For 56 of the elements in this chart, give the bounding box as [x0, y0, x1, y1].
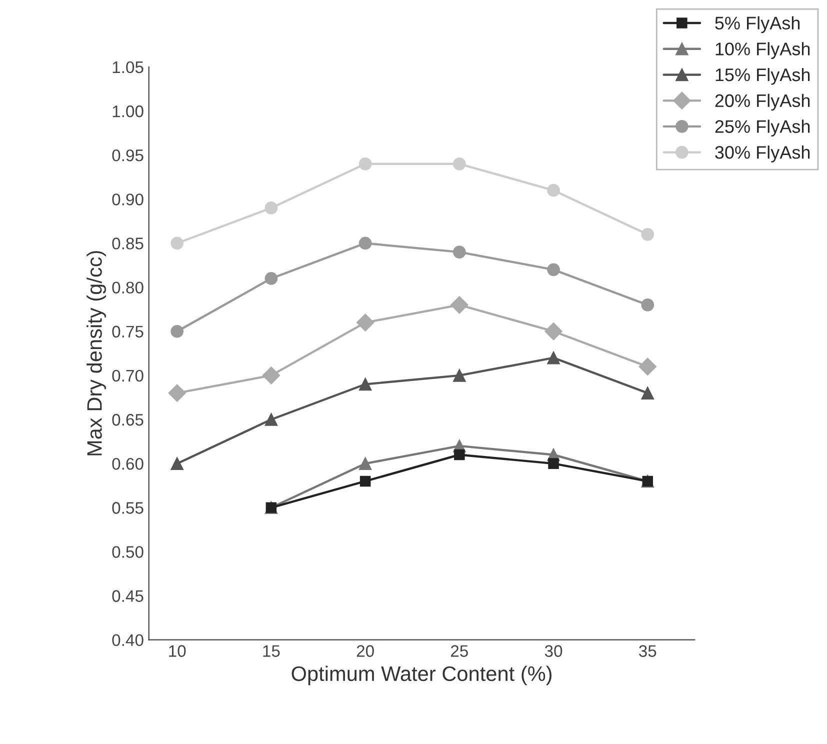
point — [452, 369, 466, 382]
legend-label: 15% FlyAsh — [716, 68, 810, 85]
y-tick-label: 0.60 — [112, 458, 144, 470]
x-tick-label: 15 — [263, 645, 280, 657]
point — [358, 378, 372, 391]
point — [638, 358, 656, 376]
y-tick-label: 0.75 — [112, 326, 144, 338]
point — [262, 366, 280, 384]
legend-label: 10% FlyAsh — [716, 42, 810, 59]
point — [454, 449, 465, 460]
point — [544, 322, 562, 340]
y-tick-label: 1.00 — [112, 105, 144, 118]
y-tick-label: 0.50 — [112, 546, 144, 558]
y-tick-label: 0.70 — [112, 370, 144, 382]
y-tick-label: 0.85 — [112, 238, 144, 250]
y-tick-label: 0.65 — [112, 414, 144, 426]
point — [264, 413, 278, 426]
point — [360, 476, 371, 487]
y-tick-label: 0.45 — [112, 590, 144, 602]
y-axis-title: Max Dry density (g/cc) — [86, 251, 106, 456]
point — [358, 457, 372, 470]
point — [641, 228, 654, 241]
point — [548, 458, 559, 469]
y-tick-label: 0.80 — [112, 282, 144, 294]
point — [170, 324, 184, 338]
point — [452, 157, 466, 170]
x-axis-title: Optimum Water Content (%) — [292, 666, 552, 686]
y-tick-label: 0.90 — [112, 194, 144, 206]
y-tick-label: 0.55 — [112, 502, 144, 514]
point — [547, 263, 560, 276]
point — [358, 236, 372, 250]
legend-label: 25% FlyAsh — [715, 120, 810, 137]
point — [356, 314, 374, 332]
point — [641, 298, 654, 312]
point — [168, 384, 186, 402]
point — [452, 246, 466, 258]
y-tick-label: 0.95 — [112, 149, 144, 162]
point — [264, 272, 278, 285]
y-tick-label: 0.40 — [112, 634, 144, 646]
legend-label: 5% FlyAsh — [715, 16, 800, 34]
point — [170, 236, 184, 250]
x-tick-label: 10 — [169, 645, 186, 657]
x-tick-label: 30 — [544, 645, 562, 657]
legend-label: 30% FlyAsh — [715, 146, 810, 162]
x-tick-label: 35 — [638, 645, 656, 657]
legend-label: 20% FlyAsh — [715, 94, 810, 111]
point — [547, 351, 560, 364]
point — [170, 457, 184, 470]
x-tick-label: 20 — [356, 645, 374, 657]
point — [358, 157, 372, 170]
x-tick-label: 25 — [450, 645, 468, 657]
point — [547, 184, 560, 197]
point — [641, 386, 654, 400]
y-tick-label: 1.05 — [112, 61, 144, 74]
point — [450, 296, 468, 314]
point — [264, 202, 278, 214]
